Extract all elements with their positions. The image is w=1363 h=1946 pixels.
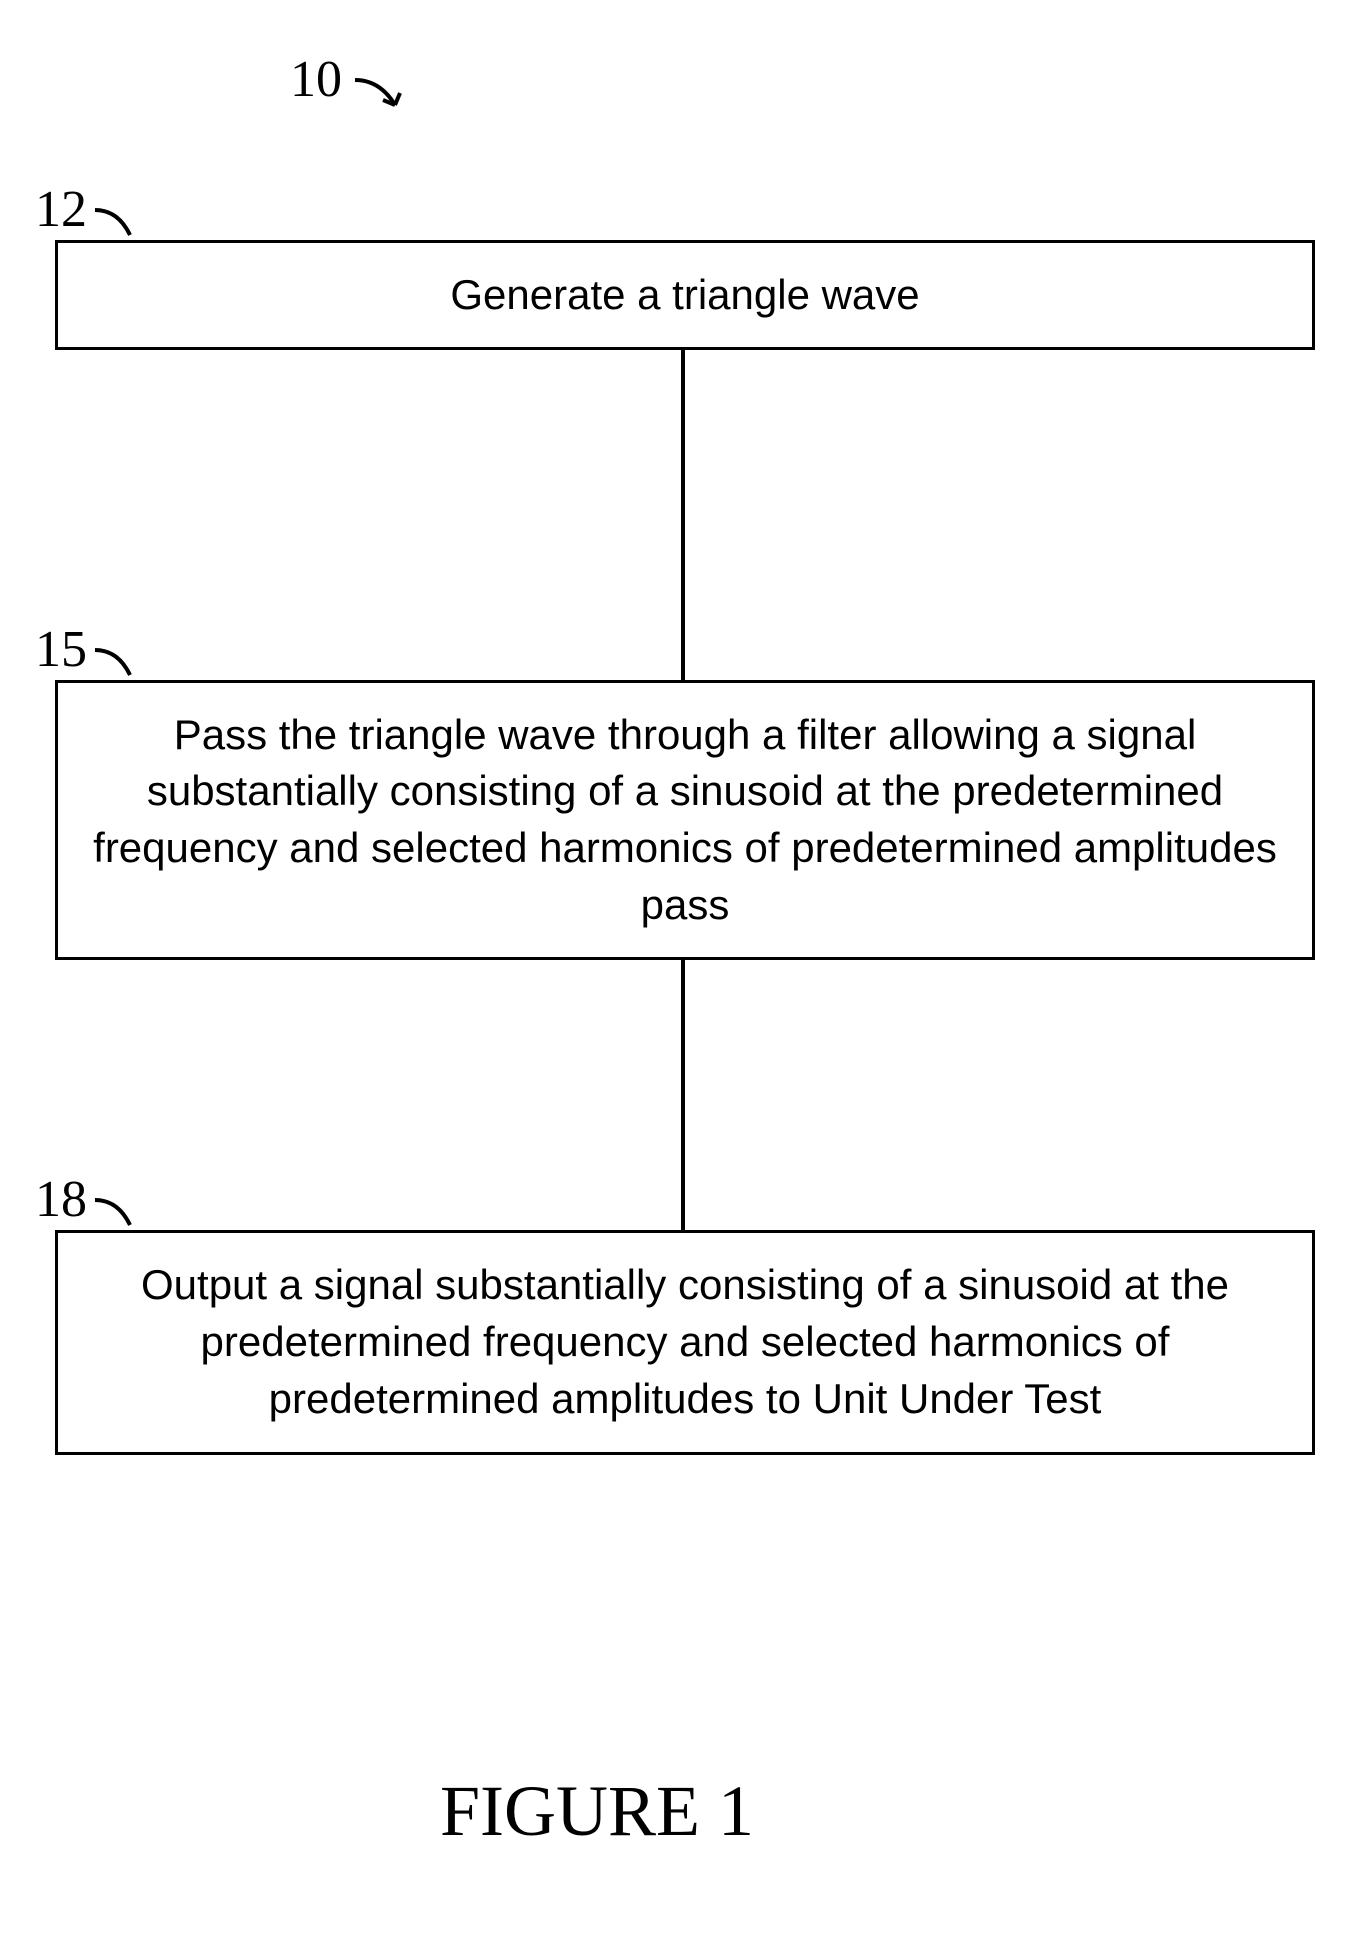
flow-box-output: Output a signal substantially consisting… bbox=[55, 1230, 1315, 1455]
hook-icon bbox=[90, 190, 160, 245]
connector-line bbox=[681, 960, 685, 1230]
box-ref-12: 12 bbox=[35, 180, 87, 239]
flow-box-filter: Pass the triangle wave through a filter … bbox=[55, 680, 1315, 960]
figure-canvas: 10 12 Generate a triangle wave 15 Pass t… bbox=[0, 0, 1363, 1946]
figure-caption: FIGURE 1 bbox=[440, 1770, 754, 1853]
box-text: Output a signal substantially consisting… bbox=[78, 1257, 1292, 1427]
hook-icon bbox=[90, 1180, 160, 1235]
connector-line bbox=[681, 350, 685, 680]
box-ref-18: 18 bbox=[35, 1170, 87, 1229]
box-ref-15: 15 bbox=[35, 620, 87, 679]
flow-box-generate: Generate a triangle wave bbox=[55, 240, 1315, 350]
box-text: Generate a triangle wave bbox=[450, 267, 919, 324]
figure-ref-10: 10 bbox=[290, 50, 342, 109]
box-text: Pass the triangle wave through a filter … bbox=[78, 707, 1292, 934]
hook-arrow-icon bbox=[350, 60, 430, 130]
hook-icon bbox=[90, 630, 160, 685]
